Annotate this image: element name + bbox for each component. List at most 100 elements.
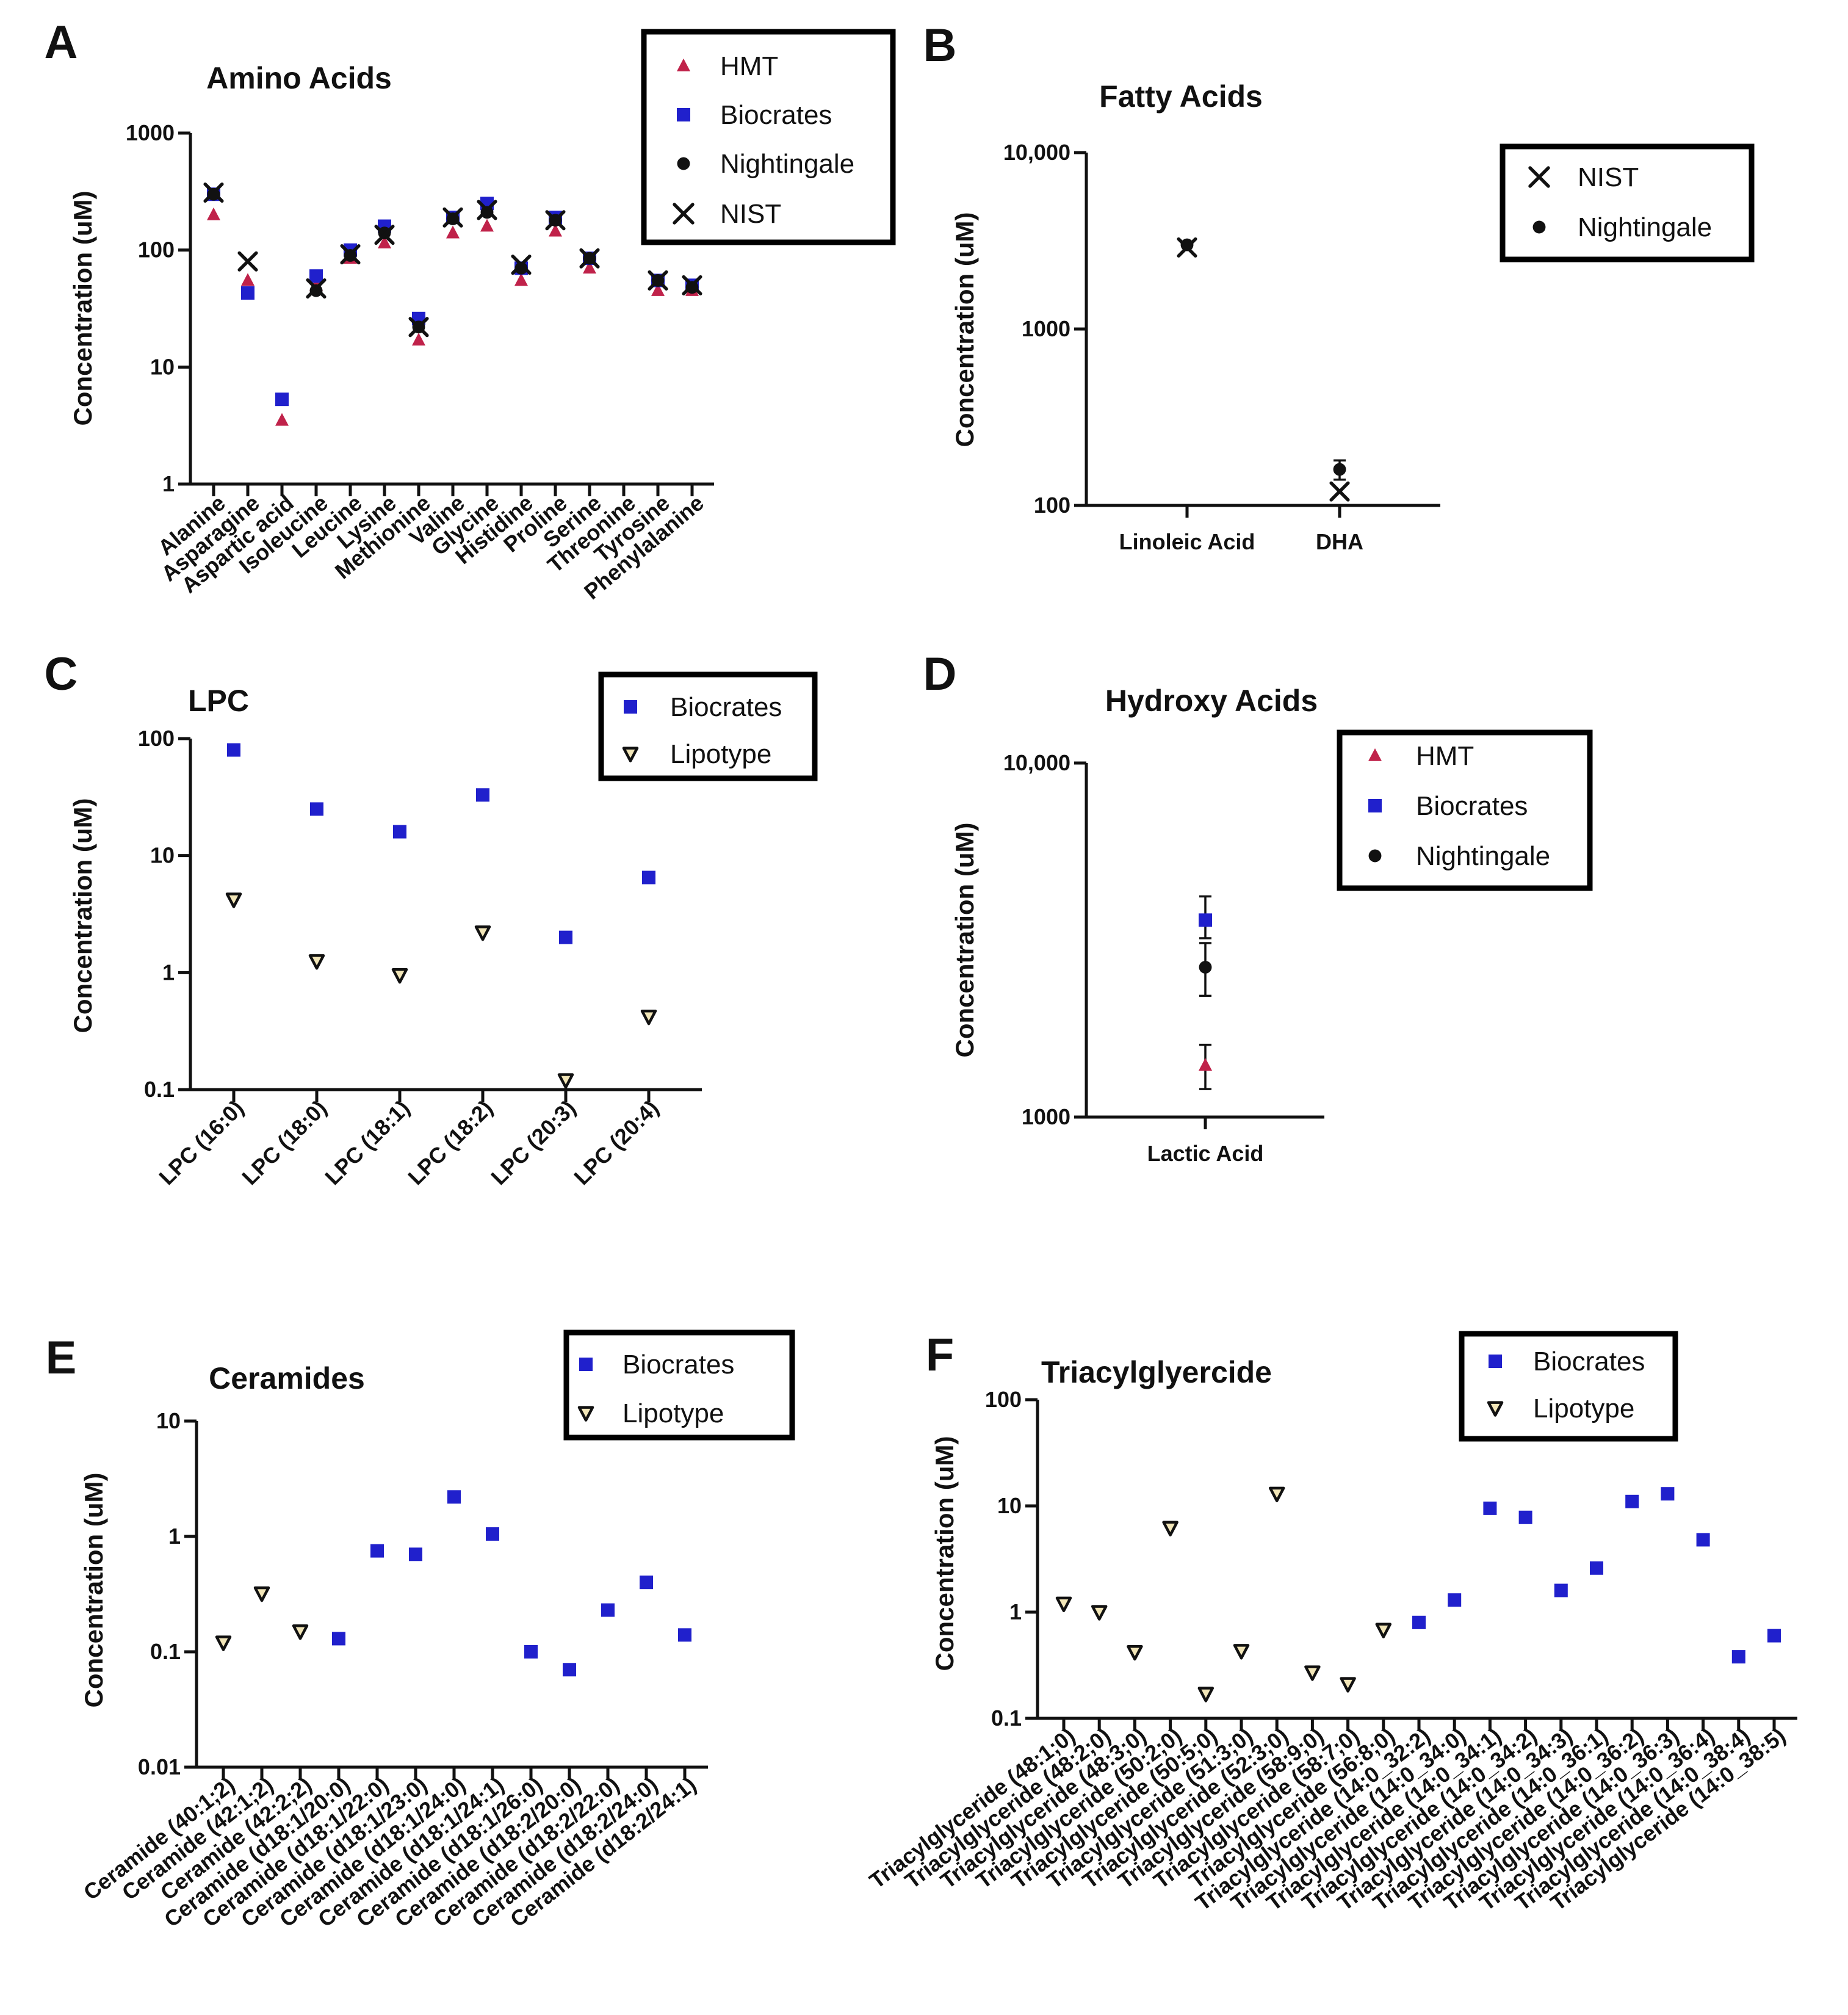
- chart-C: C LPC Concentration (uM) 0.1 1 10 100 LPC (16:0…: [45, 648, 818, 1190]
- data-point-lipotype: [1304, 1665, 1321, 1681]
- data-point-biocrates: [1590, 1561, 1603, 1575]
- y-axis-label: Concentration (uM): [950, 212, 979, 447]
- data-point-nist-stroke-2: [511, 255, 532, 275]
- y-tick-label: 10: [150, 354, 175, 379]
- data-point-hmt: [514, 273, 528, 286]
- y-axis-label: Concentration (uM): [68, 798, 97, 1033]
- data-point-nightingale: [514, 261, 528, 275]
- legend-label: Lipotype: [1533, 1394, 1634, 1424]
- data-point-hmt: [241, 273, 254, 286]
- y-tick-label: 0.01: [138, 1754, 181, 1779]
- legend: Biocrates Lipotype: [563, 1329, 795, 1441]
- data-point-nightingale: [1199, 961, 1212, 974]
- y-tick-label: 100: [138, 726, 175, 751]
- data-point-lipotype: [215, 1635, 232, 1651]
- legend-marker-nightingale: [1532, 220, 1546, 234]
- data-point-nist-stroke-2: [579, 248, 600, 269]
- data-point-biocrates: [1448, 1593, 1462, 1607]
- data-point-biocrates: [1661, 1487, 1675, 1501]
- data-point-lipotype: [1340, 1677, 1356, 1693]
- data-point-biocrates: [309, 269, 323, 283]
- legend-marker-nist: [673, 203, 695, 225]
- data-point-biocrates: [310, 802, 323, 816]
- legend-marker-hmt: [1368, 748, 1382, 761]
- data-point-biocrates: [678, 1628, 691, 1642]
- data-point-biocrates: [486, 1527, 499, 1541]
- legend-label: HMT: [1416, 741, 1474, 771]
- y-tick-label: 1: [168, 1524, 181, 1549]
- legend-box: [1500, 143, 1755, 262]
- data-point-lipotype: [225, 892, 242, 908]
- y-tick-label: 10: [150, 843, 175, 868]
- data-point-lipotype: [1127, 1644, 1143, 1661]
- data-point-lipotype: [1162, 1521, 1178, 1536]
- data-point-biocrates: [601, 1603, 615, 1617]
- data-point-biocrates: [559, 930, 572, 944]
- y-tick-label: 0.1: [144, 1077, 175, 1102]
- data-point-nist: [648, 270, 668, 291]
- chart-title: Hydroxy Acids: [1105, 684, 1318, 718]
- chart-F: F Triacylglyercide Concentration (uM) 0.1 1 1…: [865, 1329, 1797, 1916]
- legend-label: NIST: [720, 199, 781, 229]
- legend-label: Nightingale: [1578, 212, 1712, 242]
- legend-marker-nist-stroke-2: [1528, 166, 1550, 188]
- data-point-nist: [1329, 481, 1350, 502]
- legend-label: Biocrates: [1533, 1347, 1645, 1376]
- data-point-hmt: [549, 223, 562, 237]
- data-point-biocrates: [1199, 913, 1212, 927]
- chart-title: Amino Acids: [206, 61, 392, 95]
- legend: HMT Biocrates Nightingale: [1337, 729, 1593, 891]
- y-tick-label: 0.1: [150, 1639, 181, 1664]
- y-tick-label: 100: [985, 1387, 1022, 1412]
- legend-label: Biocrates: [720, 100, 832, 130]
- data-point-nist: [237, 251, 258, 272]
- legend-label: NIST: [1578, 162, 1639, 192]
- y-tick-label: 1000: [1022, 1104, 1070, 1129]
- data-point-nist: [545, 210, 566, 231]
- data-point-biocrates: [1483, 1501, 1497, 1515]
- data-point-nist: [374, 225, 395, 245]
- legend-marker-nightingale: [677, 157, 690, 170]
- data-point-nist: [511, 255, 532, 275]
- data-point-nist-stroke-2: [203, 182, 224, 203]
- data-point-biocrates: [563, 1663, 576, 1677]
- data-point-nist-stroke-2: [682, 275, 702, 295]
- legend-marker-lipotype: [1487, 1401, 1504, 1417]
- y-axis-label: Concentration (uM): [68, 191, 97, 426]
- legend-marker-biocrates: [579, 1358, 593, 1371]
- data-point-nist: [579, 248, 600, 269]
- data-point-lipotype: [391, 968, 408, 984]
- data-point-hmt: [378, 235, 391, 248]
- data-point-nist: [682, 275, 702, 295]
- legend-label: HMT: [720, 51, 778, 81]
- data-point-hmt: [1199, 1058, 1212, 1071]
- y-tick-label: 10: [997, 1493, 1022, 1518]
- panel-letter: E: [46, 1332, 77, 1384]
- data-point-hmt: [446, 225, 460, 239]
- y-axis-label: Concentration (uM): [79, 1473, 108, 1708]
- panel-letter: D: [923, 648, 957, 700]
- data-point-lipotype: [474, 925, 491, 941]
- data-point-biocrates: [476, 788, 489, 802]
- data-point-nist-stroke-2: [237, 251, 258, 272]
- data-point-lipotype: [1233, 1644, 1250, 1660]
- legend-label: Lipotype: [623, 1398, 724, 1428]
- data-point-biocrates: [241, 286, 254, 300]
- data-point-biocrates: [642, 870, 655, 885]
- y-axis-label: Concentration (uM): [950, 823, 979, 1058]
- chart-title: Triacylglyercide: [1041, 1355, 1272, 1389]
- y-tick-label: 100: [138, 237, 175, 262]
- chart-title: LPC: [188, 684, 249, 718]
- data-point-biocrates: [447, 1490, 461, 1504]
- x-tick-label: LPC (18:1): [320, 1095, 414, 1190]
- data-point-biocrates: [640, 1575, 653, 1590]
- data-point-nightingale: [1180, 238, 1194, 251]
- data-point-nist-stroke-2: [408, 317, 429, 338]
- data-point-hmt: [412, 333, 425, 345]
- data-point-nist: [442, 207, 463, 228]
- data-point-lipotype: [640, 1009, 657, 1026]
- data-point-biocrates: [409, 1547, 422, 1561]
- x-tick-label: LPC (18:2): [403, 1095, 497, 1190]
